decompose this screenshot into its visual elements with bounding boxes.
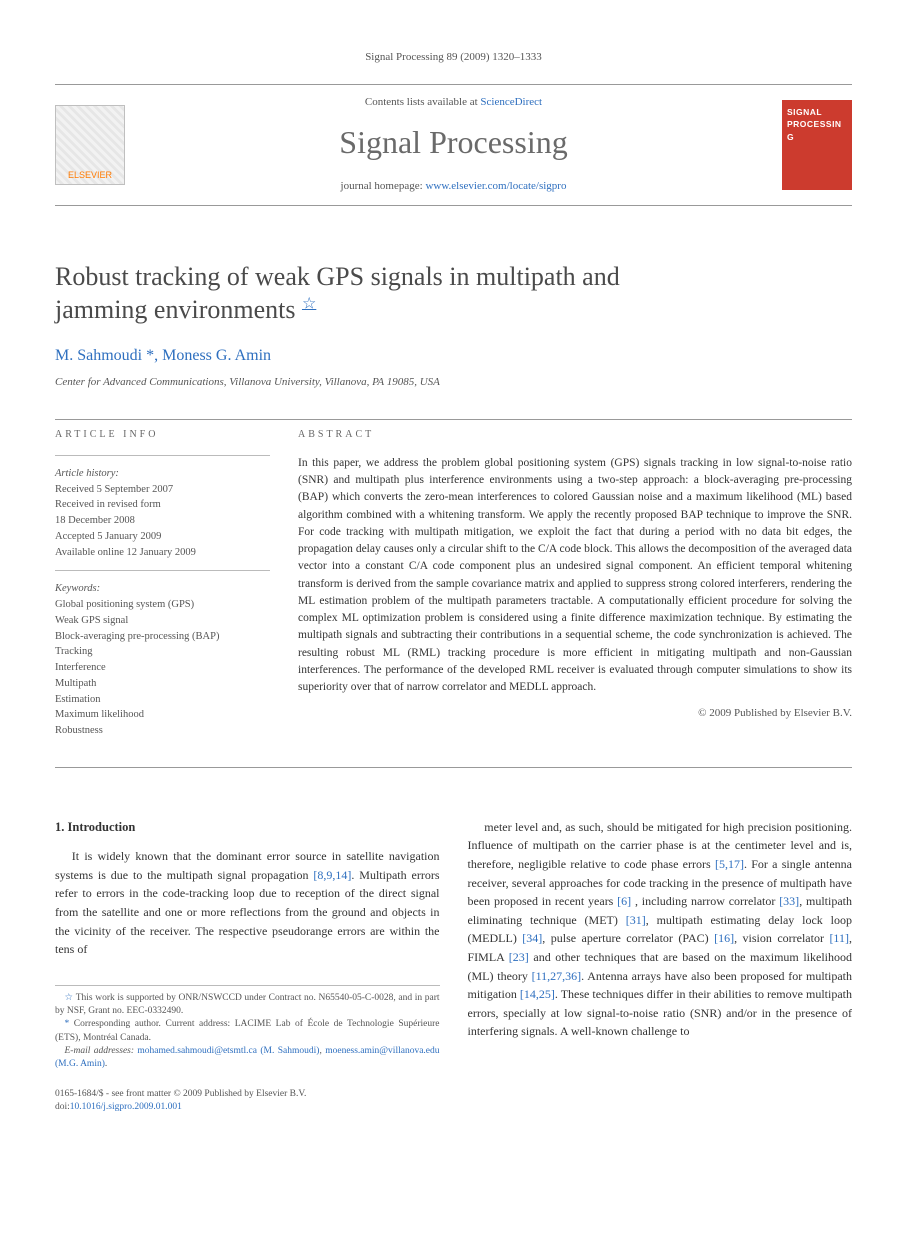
contents-prefix: Contents lists available at bbox=[365, 96, 480, 108]
homepage-link[interactable]: www.elsevier.com/locate/sigpro bbox=[425, 180, 566, 192]
history-revised-label: Received in revised form bbox=[55, 497, 270, 513]
footnote-star-text: This work is supported by ONR/NSWCCD und… bbox=[55, 993, 440, 1016]
article-history: Article history: Received 5 September 20… bbox=[55, 466, 270, 561]
abstract-copyright: © 2009 Published by Elsevier B.V. bbox=[298, 706, 852, 722]
keywords-block: Keywords: Global positioning system (GPS… bbox=[55, 581, 270, 739]
footnotes: ☆ This work is supported by ONR/NSWCCD u… bbox=[55, 985, 440, 1072]
email-end: . bbox=[105, 1059, 107, 1069]
author-1-marks[interactable]: *, bbox=[146, 347, 158, 364]
col2-c: , including narrow correlator bbox=[631, 894, 779, 908]
publisher-logo: ELSEVIER bbox=[55, 105, 125, 185]
running-head: Signal Processing 89 (2009) 1320–1333 bbox=[55, 50, 852, 66]
history-accepted: Accepted 5 January 2009 bbox=[55, 529, 270, 545]
abstract-body: In this paper, we address the problem gl… bbox=[298, 455, 852, 697]
email-label: E-mail addresses: bbox=[65, 1046, 138, 1056]
keyword-5: Interference bbox=[55, 660, 270, 676]
author-1-link[interactable]: M. Sahmoudi bbox=[55, 347, 142, 364]
keyword-8: Maximum likelihood bbox=[55, 707, 270, 723]
cover-line2: PROCESSING bbox=[787, 118, 847, 143]
keywords-label: Keywords: bbox=[55, 581, 270, 597]
footnote-star: ☆ This work is supported by ONR/NSWCCD u… bbox=[55, 992, 440, 1019]
title-line1: Robust tracking of weak GPS signals in m… bbox=[55, 262, 620, 291]
history-label: Article history: bbox=[55, 466, 270, 482]
title-footnote-star[interactable]: ☆ bbox=[302, 295, 316, 312]
footnote-correspond: * Corresponding author. Current address:… bbox=[55, 1018, 440, 1045]
keyword-9: Robustness bbox=[55, 723, 270, 739]
col2-f: , pulse aperture correlator (PAC) bbox=[542, 931, 714, 945]
keyword-3: Block-averaging pre-processing (BAP) bbox=[55, 629, 270, 645]
contents-line: Contents lists available at ScienceDirec… bbox=[125, 95, 782, 111]
author-2-link[interactable]: Moness G. Amin bbox=[162, 347, 271, 364]
ref-11-27-36[interactable]: [11,27,36] bbox=[532, 969, 582, 983]
article-info-column: ARTICLE INFO Article history: Received 5… bbox=[55, 428, 270, 739]
doi-line: doi:10.1016/j.sigpro.2009.01.001 bbox=[55, 1101, 852, 1114]
col2-g: , vision correlator bbox=[734, 931, 829, 945]
doi-prefix: doi: bbox=[55, 1102, 70, 1112]
section-1-head: 1. Introduction bbox=[55, 818, 440, 837]
publisher-logo-text: ELSEVIER bbox=[68, 169, 112, 182]
intro-para-left: It is widely known that the dominant err… bbox=[55, 847, 440, 959]
ref-5-17[interactable]: [5,17] bbox=[715, 857, 744, 871]
ref-23[interactable]: [23] bbox=[509, 950, 529, 964]
footnote-star-mark: ☆ bbox=[65, 993, 74, 1003]
doi-link[interactable]: 10.1016/j.sigpro.2009.01.001 bbox=[70, 1102, 182, 1112]
affiliation: Center for Advanced Communications, Vill… bbox=[55, 375, 852, 391]
body-columns: 1. Introduction It is widely known that … bbox=[55, 818, 852, 1072]
ref-16[interactable]: [16] bbox=[714, 931, 734, 945]
front-matter-line1: 0165-1684/$ - see front matter © 2009 Pu… bbox=[55, 1088, 852, 1101]
masthead: ELSEVIER Contents lists available at Sci… bbox=[55, 84, 852, 206]
history-revised-date: 18 December 2008 bbox=[55, 513, 270, 529]
email-1-link[interactable]: mohamed.sahmoudi@etsmtl.ca (M. Sahmoudi) bbox=[137, 1046, 319, 1056]
journal-name: Signal Processing bbox=[125, 119, 782, 165]
ref-34[interactable]: [34] bbox=[522, 931, 542, 945]
ref-31[interactable]: [31] bbox=[626, 913, 646, 927]
footnote-emails: E-mail addresses: mohamed.sahmoudi@etsmt… bbox=[55, 1045, 440, 1072]
journal-cover-badge: SIGNAL PROCESSING bbox=[782, 100, 852, 190]
ref-33[interactable]: [33] bbox=[779, 894, 799, 908]
abstract-head: ABSTRACT bbox=[298, 428, 852, 443]
article-info-head: ARTICLE INFO bbox=[55, 428, 270, 443]
masthead-center: Contents lists available at ScienceDirec… bbox=[125, 95, 782, 195]
ref-6[interactable]: [6] bbox=[617, 894, 631, 908]
intro-para-right: meter level and, as such, should be miti… bbox=[468, 818, 853, 1041]
keyword-6: Multipath bbox=[55, 676, 270, 692]
keyword-2: Weak GPS signal bbox=[55, 613, 270, 629]
ref-11[interactable]: [11] bbox=[829, 931, 849, 945]
history-received: Received 5 September 2007 bbox=[55, 482, 270, 498]
sciencedirect-link[interactable]: ScienceDirect bbox=[480, 96, 542, 108]
history-online: Available online 12 January 2009 bbox=[55, 545, 270, 561]
footnote-ast-text: Corresponding author. Current address: L… bbox=[55, 1019, 440, 1042]
divider-bottom bbox=[55, 767, 852, 768]
keyword-4: Tracking bbox=[55, 644, 270, 660]
meta-row: ARTICLE INFO Article history: Received 5… bbox=[55, 428, 852, 739]
homepage-prefix: journal homepage: bbox=[341, 180, 426, 192]
body-column-left: 1. Introduction It is widely known that … bbox=[55, 818, 440, 1072]
divider-top bbox=[55, 419, 852, 420]
article-title: Robust tracking of weak GPS signals in m… bbox=[55, 261, 852, 326]
ref-14-25[interactable]: [14,25] bbox=[520, 987, 555, 1001]
front-matter: 0165-1684/$ - see front matter © 2009 Pu… bbox=[55, 1088, 852, 1115]
ref-8-9-14[interactable]: [8,9,14] bbox=[313, 868, 351, 882]
cover-line1: SIGNAL bbox=[787, 106, 847, 118]
abstract-column: ABSTRACT In this paper, we address the p… bbox=[298, 428, 852, 739]
body-column-right: meter level and, as such, should be miti… bbox=[468, 818, 853, 1072]
authors: M. Sahmoudi *, Moness G. Amin bbox=[55, 344, 852, 367]
homepage-line: journal homepage: www.elsevier.com/locat… bbox=[125, 179, 782, 195]
keyword-7: Estimation bbox=[55, 692, 270, 708]
title-line2: jamming environments bbox=[55, 295, 295, 324]
keyword-1: Global positioning system (GPS) bbox=[55, 597, 270, 613]
